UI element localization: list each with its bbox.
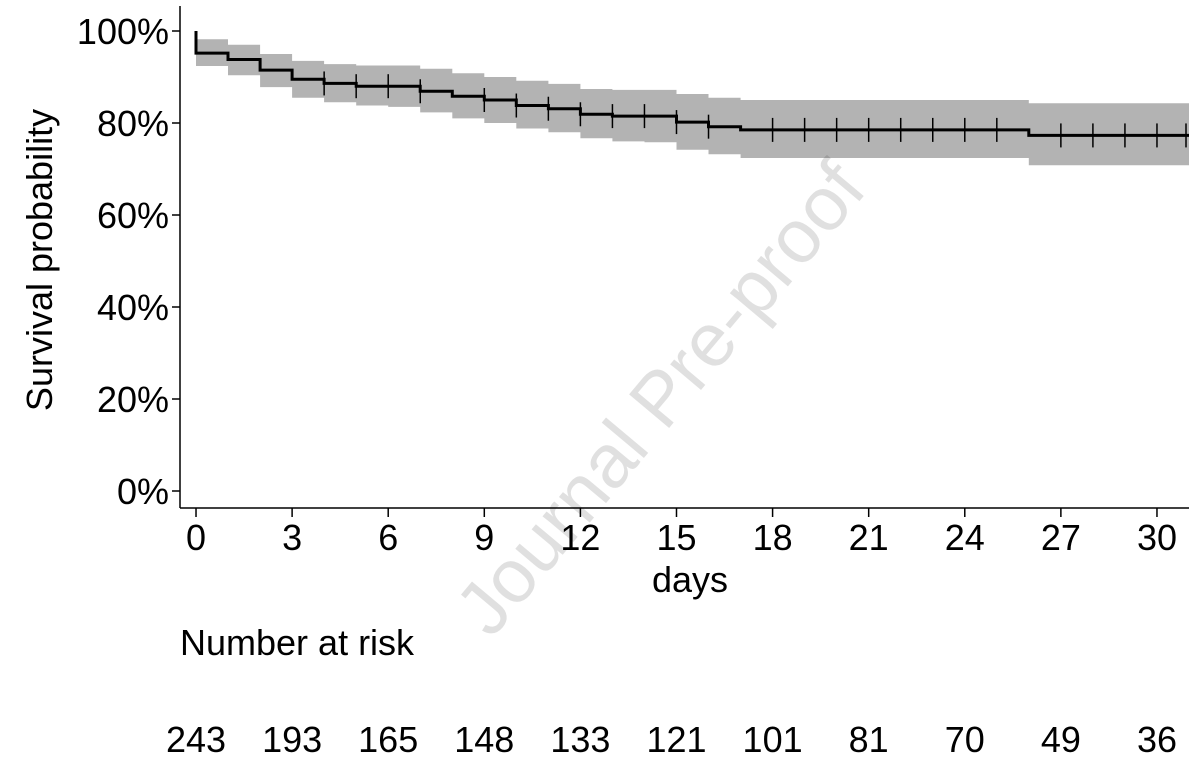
x-tick-label: 18 [753,517,793,558]
risk-value: 101 [743,719,803,760]
x-tick-label: 12 [560,517,600,558]
risk-value: 133 [550,719,610,760]
x-tick-label: 30 [1137,517,1177,558]
plot-area [194,31,1189,166]
x-tick-label: 27 [1041,517,1081,558]
x-tick-label: 6 [378,517,398,558]
risk-value: 49 [1041,719,1081,760]
x-tick-label: 0 [186,517,206,558]
x-tick-label: 21 [849,517,889,558]
risk-value: 121 [646,719,706,760]
risk-value: 36 [1137,719,1177,760]
y-tick-label: 20% [97,379,169,420]
risk-value: 243 [166,719,226,760]
y-tick-label: 60% [97,195,169,236]
x-tick-label: 24 [945,517,985,558]
y-tick-label: 0% [117,471,169,512]
confidence-band [196,39,1189,166]
risk-value: 81 [849,719,889,760]
y-axis-title: Survival probability [19,109,60,411]
y-tick-label: 40% [97,287,169,328]
risk-table: 243 193 165 148 133 121 101 81 70 49 36 [166,719,1177,760]
risk-value: 165 [358,719,418,760]
x-tick-label: 9 [474,517,494,558]
y-tick-label: 80% [97,103,169,144]
risk-value: 70 [945,719,985,760]
y-tick-label: 100% [77,11,169,52]
risk-value: 148 [454,719,514,760]
x-tick-label: 3 [282,517,302,558]
axes: 0% 20% 40% 60% 80% 100% 0 3 6 9 12 15 18 21 24 27 30 [77,6,1189,558]
risk-table-title: Number at risk [180,622,415,663]
x-tick-label: 15 [656,517,696,558]
x-axis-title: days [652,559,728,600]
risk-value: 193 [262,719,322,760]
